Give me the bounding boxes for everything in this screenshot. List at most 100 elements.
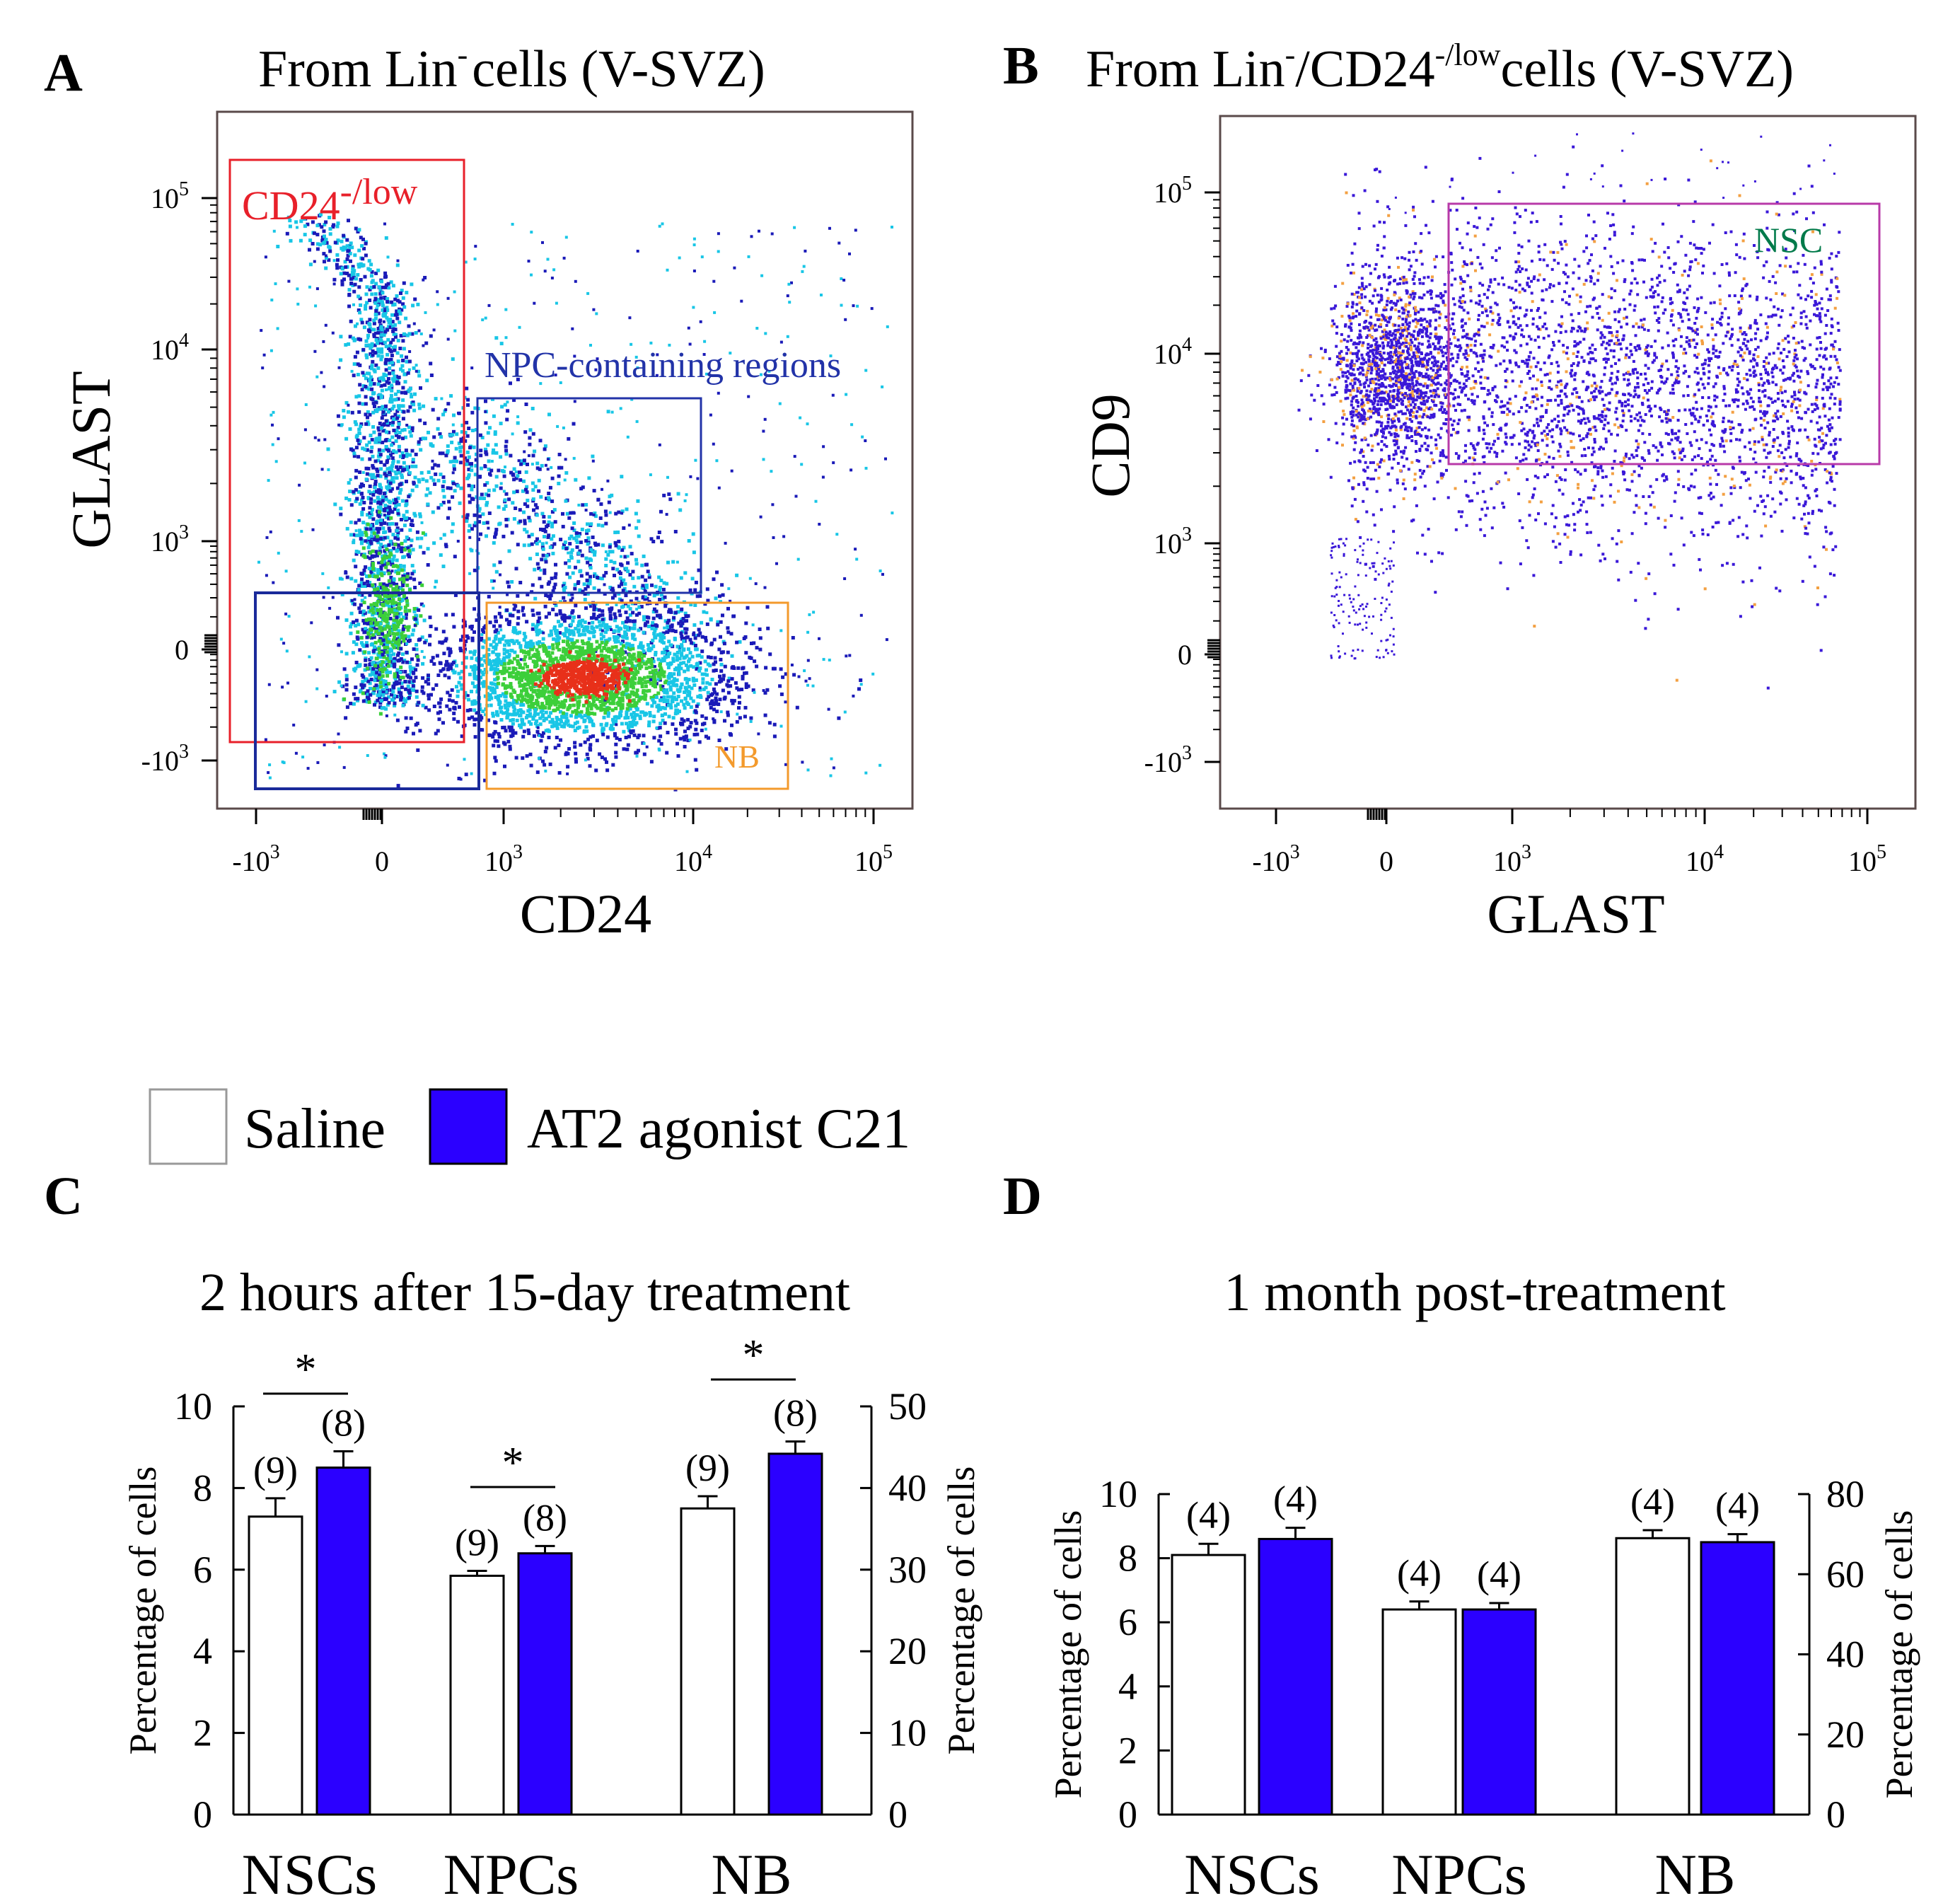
event-dot <box>512 478 516 482</box>
event-dot <box>688 724 692 729</box>
event-dot <box>369 550 373 555</box>
event-dot <box>642 654 646 658</box>
event-dot <box>487 653 491 656</box>
event-dot <box>380 388 384 393</box>
event-dot <box>514 628 518 632</box>
event-dot <box>496 655 500 659</box>
event-dot <box>622 693 627 697</box>
event-dot <box>368 378 372 383</box>
event-dot <box>368 412 372 417</box>
event-dot <box>381 693 385 697</box>
event-dot <box>585 528 588 533</box>
event-dot <box>502 656 506 660</box>
event-dot <box>666 666 671 670</box>
event-dot <box>532 734 536 738</box>
event-dot <box>368 473 372 477</box>
event-dot <box>379 685 383 689</box>
event-dot <box>630 712 634 717</box>
event-dot <box>540 664 543 669</box>
event-dot <box>676 605 680 609</box>
event-dot <box>394 626 398 630</box>
event-dot <box>395 500 399 504</box>
event-dot <box>405 291 409 295</box>
event-dot <box>390 601 394 606</box>
event-dot <box>408 693 412 697</box>
event-dot <box>492 663 497 667</box>
event-dot <box>373 640 378 644</box>
event-dot <box>524 651 528 654</box>
event-dot <box>607 707 611 710</box>
event-dot <box>366 420 370 424</box>
event-dot <box>380 416 384 420</box>
event-dot <box>424 639 428 643</box>
event-dot <box>631 569 635 574</box>
event-dot <box>589 522 593 526</box>
event-dot <box>708 682 712 686</box>
event-dot <box>357 584 361 588</box>
event-dot <box>531 715 535 719</box>
event-dot <box>695 721 699 725</box>
event-dot <box>651 644 656 649</box>
event-dot <box>746 606 750 610</box>
event-dot <box>365 666 369 671</box>
event-dot <box>401 436 405 441</box>
event-dot <box>392 696 396 700</box>
event-dot <box>565 640 569 644</box>
event-dot <box>514 476 518 480</box>
event-dot <box>504 449 509 453</box>
event-dot <box>358 383 362 387</box>
event-dot <box>504 729 508 733</box>
event-dot <box>399 647 403 651</box>
event-dot <box>501 469 504 473</box>
event-dot <box>418 545 422 549</box>
event-dot <box>373 482 378 487</box>
event-dot <box>381 285 385 289</box>
event-dot <box>721 640 726 644</box>
event-dot <box>377 654 381 659</box>
event-dot <box>396 359 400 364</box>
event-dot <box>381 495 385 499</box>
event-dot <box>486 431 490 435</box>
event-dot <box>605 760 608 764</box>
event-dot <box>467 483 471 487</box>
event-dot <box>409 668 413 672</box>
event-dot <box>398 300 402 304</box>
event-dot <box>481 627 485 632</box>
event-dot <box>336 615 340 620</box>
event-dot <box>380 350 384 354</box>
event-dot <box>601 543 605 548</box>
event-dot <box>543 763 547 767</box>
event-dot <box>594 616 598 620</box>
event-dot <box>446 662 450 666</box>
event-dot <box>687 678 691 682</box>
event-dot <box>360 388 364 392</box>
event-dot <box>286 215 291 219</box>
event-dot <box>402 514 406 518</box>
event-dot <box>636 499 640 503</box>
event-dot <box>361 347 366 352</box>
event-dot <box>484 447 487 451</box>
event-dot <box>623 650 627 654</box>
event-dot <box>494 484 499 488</box>
event-dot <box>614 742 618 746</box>
event-dot <box>649 537 654 541</box>
event-dot <box>356 438 360 442</box>
event-dot <box>496 668 499 672</box>
event-dot <box>390 640 394 644</box>
event-dot <box>589 558 593 562</box>
event-dot <box>412 688 416 693</box>
event-dot <box>730 654 734 658</box>
event-dot <box>592 586 596 590</box>
event-dot <box>562 582 567 586</box>
event-dot <box>687 685 691 689</box>
event-dot <box>487 733 491 737</box>
event-dot <box>378 337 383 342</box>
event-dot <box>388 344 392 348</box>
event-dot <box>587 476 591 480</box>
event-dot <box>324 266 328 270</box>
event-dot <box>499 705 504 710</box>
event-dot <box>352 620 356 624</box>
event-dot <box>378 422 382 425</box>
event-dot <box>384 555 388 560</box>
event-dot <box>522 632 526 636</box>
